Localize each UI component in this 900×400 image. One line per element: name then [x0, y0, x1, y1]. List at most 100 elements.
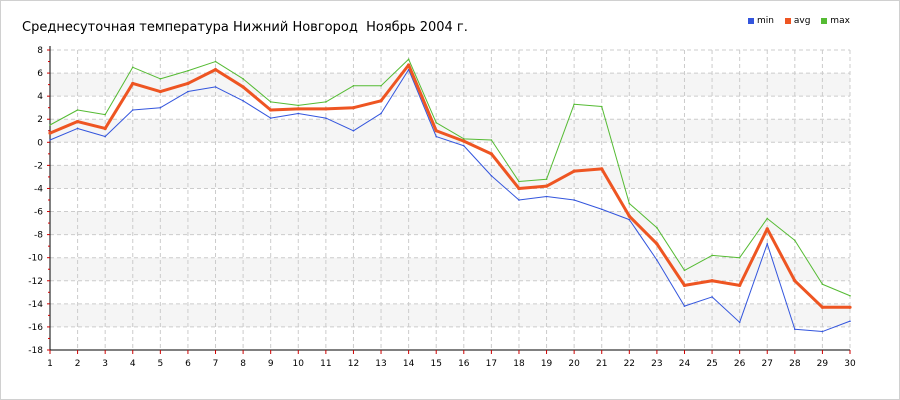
y-tick-label: -18: [28, 346, 43, 356]
x-tick-label: 22: [624, 359, 635, 369]
data-point-avg: [738, 283, 742, 287]
data-point-avg: [434, 129, 438, 133]
data-point-max: [545, 178, 548, 181]
y-tick-label: 4: [37, 92, 43, 102]
data-point-avg: [793, 279, 797, 283]
data-point-min: [573, 199, 575, 201]
x-tick-label: 16: [458, 359, 470, 369]
data-point-max: [131, 66, 134, 69]
data-point-avg: [351, 106, 356, 110]
data-point-max: [849, 294, 851, 297]
data-point-min: [656, 259, 658, 261]
data-point-max: [490, 139, 493, 141]
data-point-max: [187, 69, 189, 72]
data-point-min: [297, 112, 300, 115]
x-tick-label: 11: [320, 359, 331, 369]
data-point-min: [325, 117, 327, 119]
legend-label-avg: avg: [793, 16, 811, 26]
data-point-min: [462, 144, 465, 147]
y-tick-label: -10: [28, 254, 43, 264]
data-point-avg: [48, 131, 52, 135]
data-point-max: [159, 78, 162, 80]
data-point-avg: [407, 63, 411, 67]
x-tick-label: 5: [157, 359, 163, 369]
x-tick-label: 30: [844, 359, 856, 369]
data-point-max: [794, 239, 796, 242]
data-point-min: [49, 139, 51, 141]
y-tick-label: -6: [34, 208, 43, 218]
data-point-avg: [600, 167, 604, 171]
y-tick-label: 6: [37, 69, 43, 79]
data-point-min: [711, 296, 713, 298]
data-point-avg: [710, 279, 714, 283]
chart-title: Среднесуточная температура Нижний Новгор…: [22, 20, 468, 35]
legend-item-avg: avg: [784, 16, 811, 27]
data-point-avg: [269, 108, 273, 112]
data-point-max: [269, 101, 272, 103]
data-point-max: [435, 121, 438, 124]
data-point-avg: [213, 68, 218, 72]
data-point-avg: [186, 81, 190, 86]
data-point-avg: [765, 227, 769, 231]
data-point-avg: [75, 119, 80, 124]
x-tick-label: 8: [240, 359, 246, 369]
data-point-min: [490, 174, 493, 177]
data-point-avg: [324, 107, 328, 111]
grid-band: [50, 303, 850, 327]
x-tick-label: 21: [596, 359, 607, 369]
data-point-max: [766, 217, 769, 220]
data-point-avg: [296, 107, 300, 111]
data-point-min: [380, 112, 382, 115]
x-tick-label: 17: [486, 359, 497, 369]
data-point-avg: [627, 214, 631, 218]
data-point-max: [352, 84, 355, 87]
data-point-avg: [158, 89, 162, 94]
data-point-avg: [379, 99, 383, 103]
x-tick-label: 1: [47, 359, 53, 369]
data-point-avg: [682, 283, 687, 287]
data-point-min: [794, 328, 796, 331]
x-tick-label: 20: [568, 359, 580, 369]
data-point-max: [76, 109, 79, 111]
data-point-max: [297, 104, 300, 107]
x-tick-label: 27: [762, 359, 773, 369]
grid-band: [50, 211, 850, 235]
legend-item-min: min: [748, 16, 774, 27]
data-point-max: [600, 105, 603, 108]
data-point-avg: [848, 305, 852, 309]
data-point-min: [738, 321, 741, 324]
data-point-avg: [572, 169, 576, 173]
legend-label-min: min: [757, 16, 774, 26]
data-point-max: [214, 60, 217, 63]
data-point-max: [821, 283, 824, 286]
data-point-avg: [489, 152, 493, 156]
x-tick-label: 24: [679, 359, 691, 369]
series-line-min: [49, 69, 851, 333]
y-tick-label: -16: [28, 323, 43, 333]
x-tick-label: 4: [130, 359, 136, 369]
series-line-max: [49, 58, 851, 297]
data-point-max: [738, 256, 741, 259]
data-point-min: [159, 106, 162, 109]
data-point-min: [131, 109, 134, 111]
y-tick-label: 0: [37, 138, 43, 148]
data-point-max: [242, 78, 244, 80]
x-tick-label: 25: [706, 359, 717, 369]
y-tick-label: -4: [34, 184, 43, 194]
data-point-min: [849, 320, 851, 322]
x-tick-label: 29: [817, 359, 829, 369]
data-point-max: [628, 202, 631, 205]
grid-band: [50, 257, 850, 281]
data-point-avg: [103, 126, 107, 131]
y-tick-label: -2: [34, 161, 43, 171]
x-tick-label: 19: [541, 359, 553, 369]
data-point-min: [352, 129, 355, 132]
data-point-min: [545, 195, 548, 198]
data-point-max: [104, 113, 106, 116]
x-tick-label: 14: [403, 359, 415, 369]
y-tick-label: 2: [37, 115, 43, 125]
data-point-max: [49, 124, 51, 126]
x-tick-label: 2: [75, 359, 81, 369]
